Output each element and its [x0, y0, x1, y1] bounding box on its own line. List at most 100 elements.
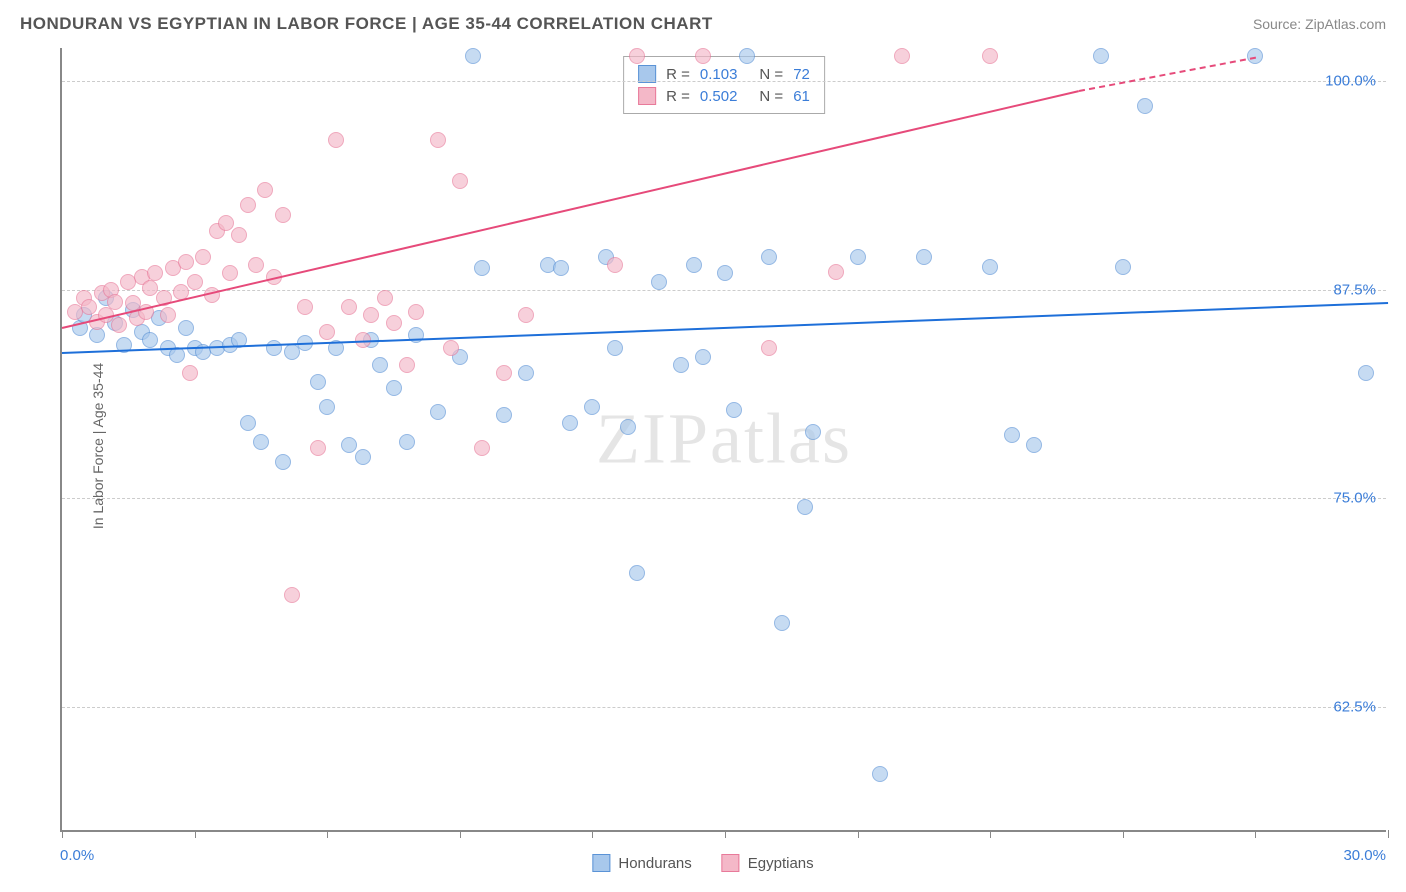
- x-min-label: 0.0%: [60, 847, 94, 864]
- data-point: [1026, 437, 1042, 453]
- data-point: [355, 449, 371, 465]
- data-point: [341, 437, 357, 453]
- data-point: [430, 132, 446, 148]
- data-point: [496, 365, 512, 381]
- data-point: [231, 227, 247, 243]
- data-point: [474, 260, 490, 276]
- data-point: [474, 440, 490, 456]
- regression-line: [62, 90, 1079, 329]
- data-point: [797, 499, 813, 515]
- chart-title: HONDURAN VS EGYPTIAN IN LABOR FORCE | AG…: [20, 14, 713, 34]
- stats-swatch: [638, 87, 656, 105]
- x-tick: [1388, 830, 1389, 838]
- data-point: [717, 265, 733, 281]
- data-point: [284, 587, 300, 603]
- data-point: [386, 315, 402, 331]
- gridline: [62, 707, 1386, 708]
- legend-swatch: [722, 854, 740, 872]
- x-tick: [195, 830, 196, 838]
- data-point: [673, 357, 689, 373]
- legend-label: Hondurans: [618, 855, 691, 872]
- data-point: [328, 132, 344, 148]
- data-point: [695, 349, 711, 365]
- y-tick-label: 62.5%: [1333, 698, 1376, 715]
- y-tick-label: 100.0%: [1325, 73, 1376, 90]
- x-tick: [1255, 830, 1256, 838]
- stats-n-value: 61: [793, 88, 810, 105]
- data-point: [319, 399, 335, 415]
- data-point: [1093, 48, 1109, 64]
- data-point: [147, 265, 163, 281]
- legend-item: Hondurans: [592, 854, 691, 872]
- data-point: [275, 454, 291, 470]
- x-tick: [858, 830, 859, 838]
- data-point: [518, 365, 534, 381]
- data-point: [739, 48, 755, 64]
- data-point: [629, 48, 645, 64]
- stats-row: R = 0.502 N = 61: [638, 85, 810, 107]
- data-point: [828, 264, 844, 280]
- data-point: [761, 340, 777, 356]
- data-point: [142, 332, 158, 348]
- data-point: [430, 404, 446, 420]
- gridline: [62, 290, 1386, 291]
- data-point: [620, 419, 636, 435]
- legend-swatch: [592, 854, 610, 872]
- data-point: [629, 565, 645, 581]
- data-point: [107, 294, 123, 310]
- data-point: [310, 440, 326, 456]
- data-point: [363, 307, 379, 323]
- data-point: [399, 434, 415, 450]
- data-point: [178, 320, 194, 336]
- data-point: [686, 257, 702, 273]
- data-point: [240, 197, 256, 213]
- x-tick: [592, 830, 593, 838]
- x-tick: [460, 830, 461, 838]
- stats-legend-box: R = 0.103 N = 72 R = 0.502 N = 61: [623, 56, 825, 114]
- data-point: [257, 182, 273, 198]
- source-label: Source: ZipAtlas.com: [1253, 16, 1386, 32]
- data-point: [982, 48, 998, 64]
- y-tick-label: 75.0%: [1333, 490, 1376, 507]
- data-point: [1358, 365, 1374, 381]
- data-point: [651, 274, 667, 290]
- data-point: [266, 340, 282, 356]
- data-point: [81, 299, 97, 315]
- data-point: [408, 304, 424, 320]
- data-point: [465, 48, 481, 64]
- data-point: [310, 374, 326, 390]
- data-point: [319, 324, 335, 340]
- stats-n-value: 72: [793, 66, 810, 83]
- stats-r-label: R =: [666, 88, 690, 105]
- bottom-legend: HonduransEgyptians: [592, 854, 813, 872]
- data-point: [982, 259, 998, 275]
- data-point: [178, 254, 194, 270]
- data-point: [275, 207, 291, 223]
- x-tick: [725, 830, 726, 838]
- data-point: [553, 260, 569, 276]
- data-point: [607, 257, 623, 273]
- x-tick: [327, 830, 328, 838]
- chart-container: HONDURAN VS EGYPTIAN IN LABOR FORCE | AG…: [0, 0, 1406, 892]
- data-point: [872, 766, 888, 782]
- stats-n-label: N =: [759, 88, 783, 105]
- data-point: [187, 274, 203, 290]
- data-point: [805, 424, 821, 440]
- stats-n-label: N =: [759, 66, 783, 83]
- data-point: [160, 307, 176, 323]
- data-point: [195, 249, 211, 265]
- stats-r-value: 0.502: [700, 88, 738, 105]
- stats-r-value: 0.103: [700, 66, 738, 83]
- data-point: [850, 249, 866, 265]
- x-tick: [62, 830, 63, 838]
- data-point: [726, 402, 742, 418]
- data-point: [518, 307, 534, 323]
- data-point: [916, 249, 932, 265]
- data-point: [222, 265, 238, 281]
- gridline: [62, 81, 1386, 82]
- gridline: [62, 498, 1386, 499]
- data-point: [297, 299, 313, 315]
- data-point: [607, 340, 623, 356]
- data-point: [240, 415, 256, 431]
- regression-line: [62, 302, 1388, 354]
